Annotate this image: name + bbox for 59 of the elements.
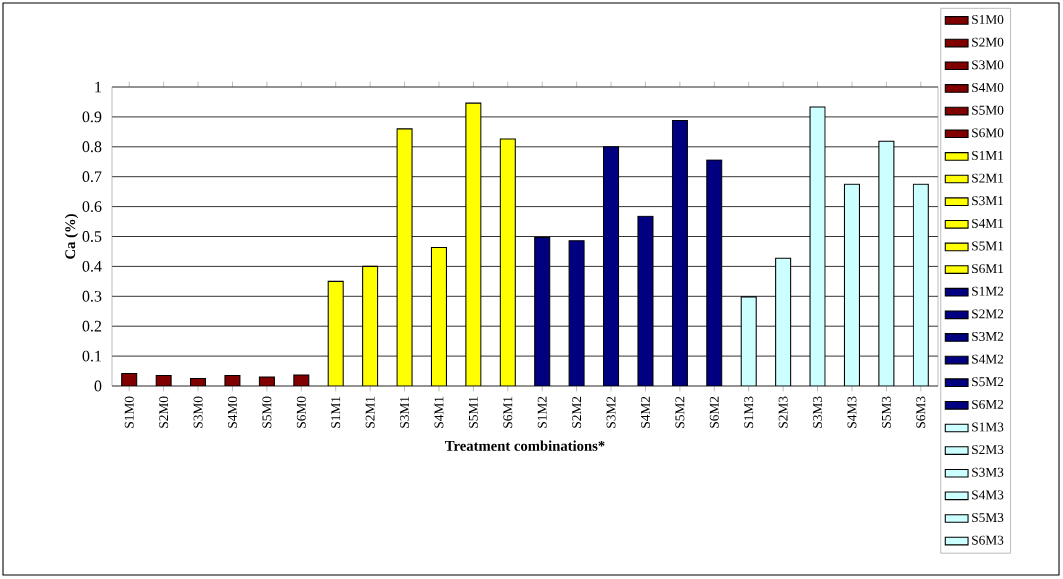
x-tick-label: S5M0	[262, 396, 272, 428]
legend-label: S4M2	[972, 354, 1004, 364]
legend-label: S4M3	[972, 490, 1004, 500]
legend-label: S2M0	[972, 37, 1004, 47]
x-tick-label: S2M0	[159, 396, 169, 428]
x-tick-label: S4M0	[227, 396, 237, 428]
legend-label: S5M3	[972, 513, 1004, 522]
legend-label: S1M1	[972, 151, 1004, 160]
x-axis-title: Treatment combinations*	[445, 440, 605, 451]
y-tick-label: 0.3	[82, 290, 102, 302]
legend-label: S3M1	[972, 196, 1004, 206]
x-tick-label: S6M2	[709, 396, 719, 428]
y-tick-label: 0	[94, 380, 102, 392]
y-tick-label: 0.5	[82, 231, 102, 242]
legend-label: S2M3	[972, 445, 1004, 455]
legend-label: S5M0	[972, 105, 1004, 115]
x-tick-label: S2M2	[572, 396, 582, 428]
y-axis-title: Ca (%)	[64, 214, 79, 259]
x-tick-label: S1M2	[537, 396, 547, 428]
x-tick-label: S2M1	[365, 396, 375, 428]
x-tick-label: S4M3	[847, 396, 857, 428]
y-tick-label: 0.2	[82, 320, 102, 332]
legend-label: S3M3	[972, 467, 1004, 477]
x-tick-label: S1M3	[744, 396, 754, 428]
x-tick-label: S4M1	[434, 396, 444, 428]
y-tick-label: 1	[95, 81, 102, 93]
x-tick-label: S5M3	[881, 396, 891, 428]
legend-label: S3M0	[972, 60, 1004, 70]
x-tick-label: S5M2	[675, 396, 685, 428]
legend-label: S3M2	[972, 332, 1004, 341]
x-tick-label: S4M2	[640, 396, 650, 428]
legend-label: S4M1	[972, 218, 1004, 228]
x-tick-label: S1M1	[331, 396, 341, 428]
legend-label: S2M2	[972, 309, 1004, 319]
legend-label: S2M1	[972, 173, 1004, 183]
legend-label: S1M0	[972, 15, 1004, 24]
y-tick-label: 0.6	[82, 201, 102, 213]
y-tick-label: 0.1	[82, 350, 101, 362]
y-tick-label: 0.4	[82, 260, 102, 272]
legend-label: S6M0	[972, 128, 1004, 138]
x-tick-label: S6M0	[296, 396, 306, 428]
x-tick-label: S6M3	[916, 396, 926, 428]
legend-label: S6M3	[972, 535, 1004, 545]
legend-label: S6M1	[972, 264, 1004, 274]
x-tick-label: S2M3	[778, 396, 788, 428]
x-tick-label: S3M0	[193, 396, 203, 428]
y-tick-label: 0.9	[82, 111, 102, 123]
x-tick-label: S6M1	[503, 396, 513, 428]
legend-label: S1M2	[972, 286, 1004, 296]
x-tick-label: S3M2	[606, 396, 616, 428]
x-tick-label: S5M1	[468, 396, 478, 428]
legend-label: S4M0	[972, 83, 1004, 92]
legend-label: S5M2	[972, 377, 1004, 387]
y-tick-label: 0.7	[82, 171, 102, 183]
x-tick-label: S3M1	[400, 396, 410, 428]
x-tick-label: S3M3	[813, 396, 823, 428]
y-tick-label: 0.8	[82, 141, 102, 153]
legend-label: S5M1	[972, 241, 1004, 251]
x-tick-label: S1M0	[124, 396, 134, 428]
